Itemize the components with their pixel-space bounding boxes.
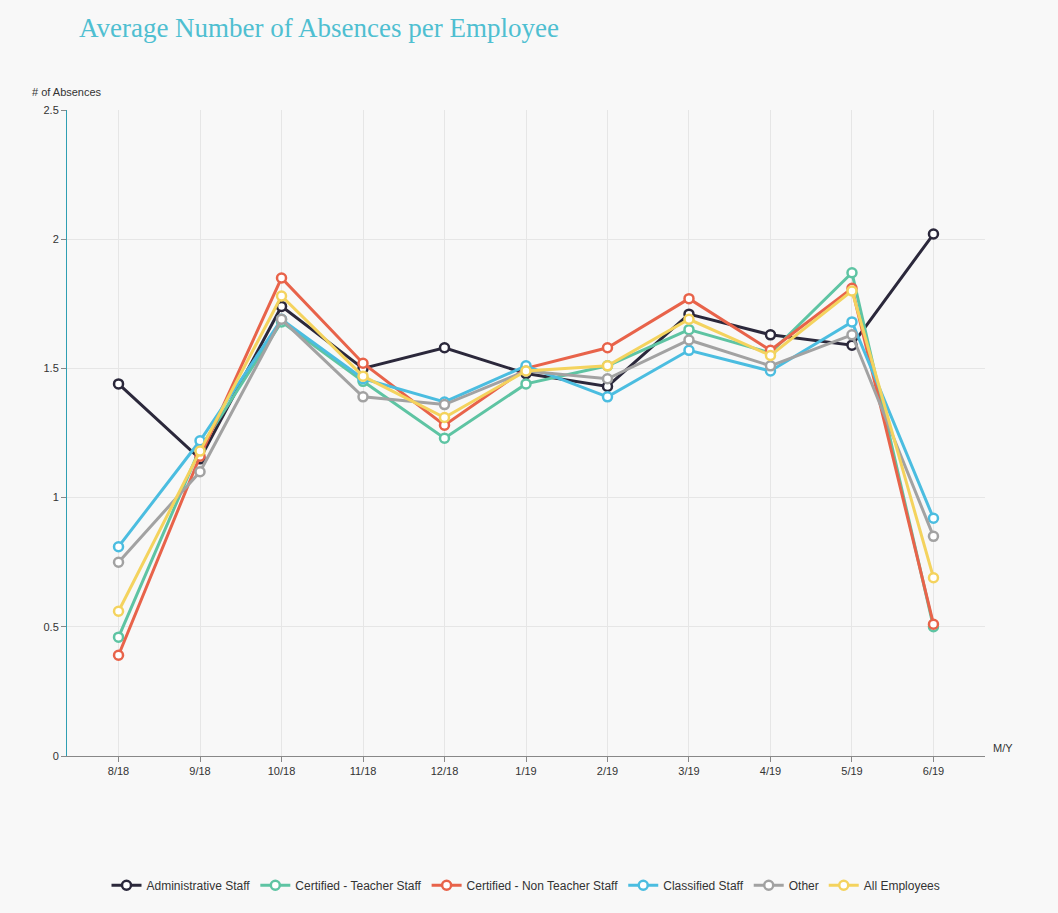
- svg-text:9/18: 9/18: [189, 765, 210, 777]
- svg-text:6/19: 6/19: [923, 765, 944, 777]
- svg-text:10/18: 10/18: [268, 765, 296, 777]
- svg-text:3/19: 3/19: [678, 765, 699, 777]
- svg-text:1/19: 1/19: [515, 765, 536, 777]
- svg-text:4/19: 4/19: [760, 765, 781, 777]
- svg-text:Average Number of Absences per: Average Number of Absences per Employee: [79, 13, 559, 43]
- svg-text:12/18: 12/18: [431, 765, 459, 777]
- svg-text:# of Absences: # of Absences: [32, 86, 102, 98]
- svg-text:Classified Staff: Classified Staff: [663, 879, 743, 893]
- svg-text:1: 1: [53, 491, 59, 503]
- svg-text:2/19: 2/19: [597, 765, 618, 777]
- svg-text:Certified - Non Teacher Staff: Certified - Non Teacher Staff: [467, 879, 619, 893]
- svg-text:All Employees: All Employees: [864, 879, 940, 893]
- svg-text:11/18: 11/18: [350, 765, 377, 777]
- svg-text:0: 0: [53, 750, 59, 762]
- svg-text:Certified - Teacher Staff: Certified - Teacher Staff: [295, 879, 421, 893]
- svg-text:M/Y: M/Y: [993, 742, 1013, 754]
- svg-text:Administrative Staff: Administrative Staff: [147, 879, 251, 893]
- svg-text:Other: Other: [789, 879, 819, 893]
- svg-text:8/18: 8/18: [108, 765, 129, 777]
- svg-text:5/19: 5/19: [841, 765, 862, 777]
- svg-text:1.5: 1.5: [44, 362, 59, 374]
- svg-text:2.5: 2.5: [44, 104, 59, 116]
- svg-text:0.5: 0.5: [44, 621, 59, 633]
- svg-text:2: 2: [53, 233, 59, 245]
